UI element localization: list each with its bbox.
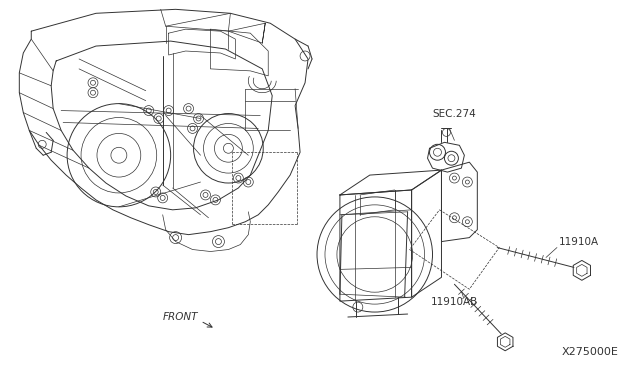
Text: SEC.274: SEC.274 [433,109,476,119]
Text: FRONT: FRONT [163,312,198,322]
Text: X275000E: X275000E [562,347,619,357]
Text: 11910A: 11910A [559,237,599,247]
Text: 11910AB: 11910AB [431,297,478,307]
